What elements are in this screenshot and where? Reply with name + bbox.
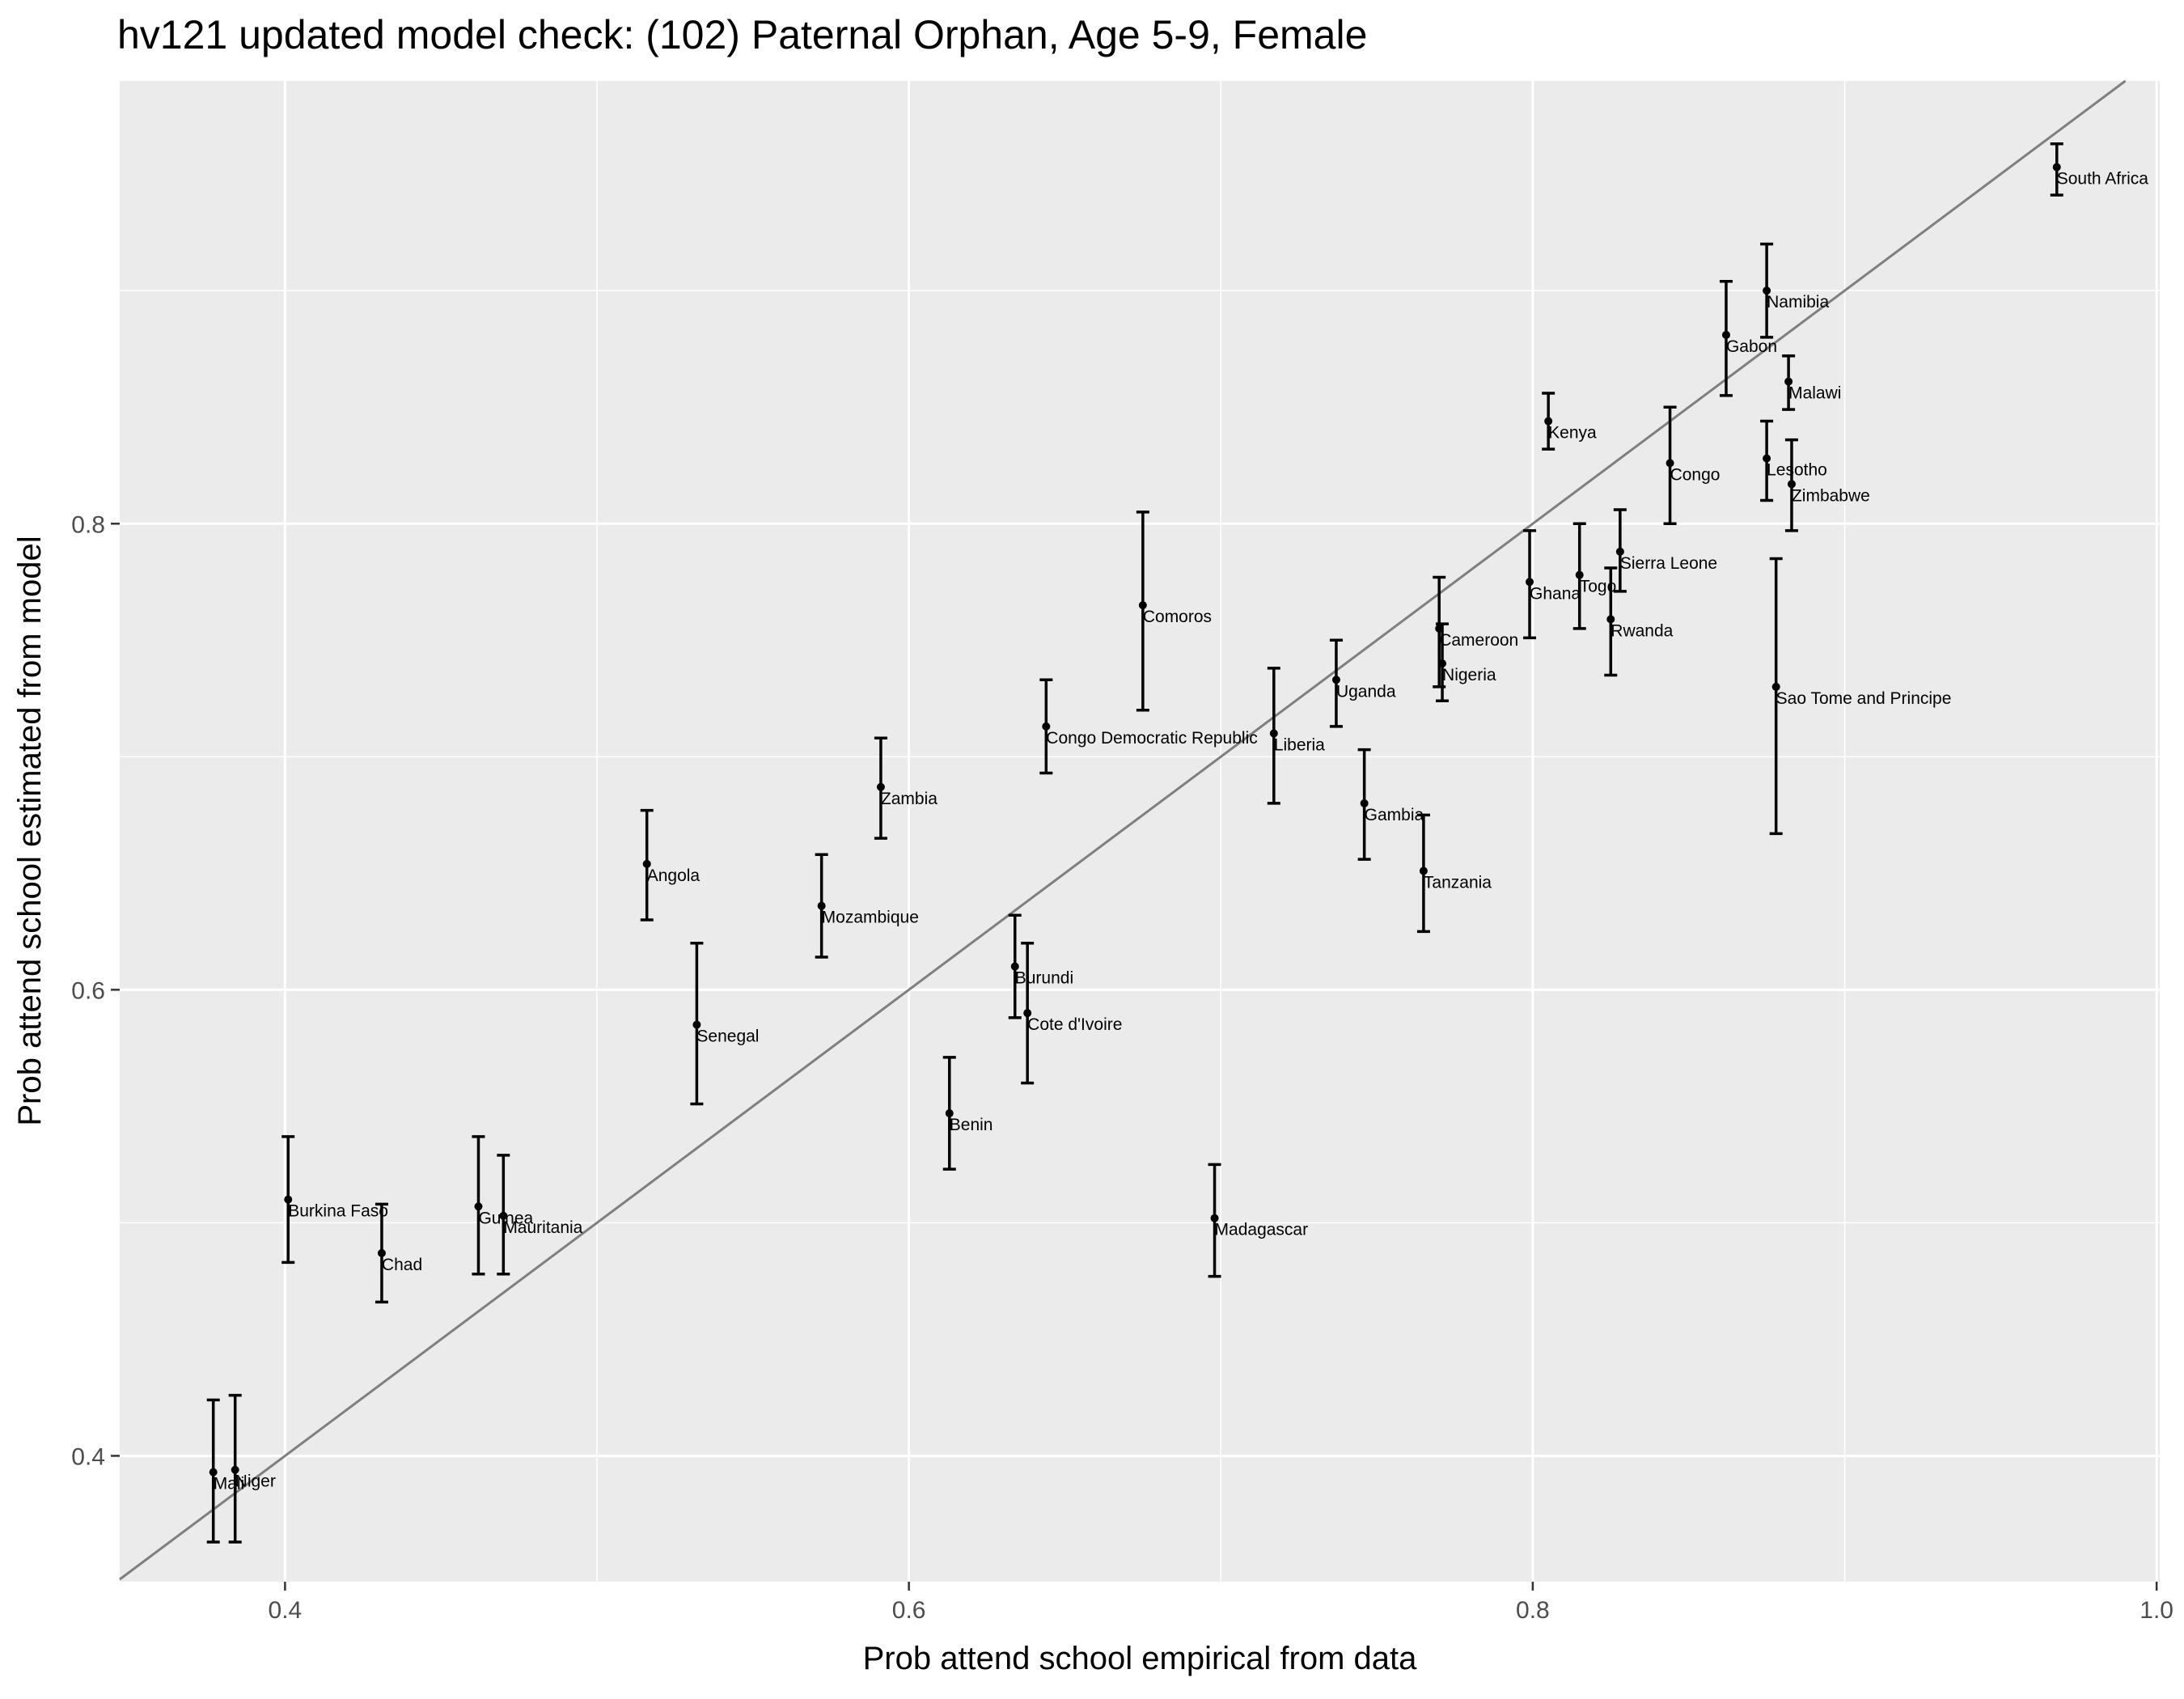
point-label: Senegal — [696, 1027, 759, 1046]
data-point — [1419, 866, 1428, 875]
data-point — [817, 901, 826, 910]
x-axis-ticks: 0.4 0.6 0.8 1.0 — [269, 1582, 2173, 1624]
plot-panel — [120, 81, 2160, 1582]
point-label: Comoros — [1143, 608, 1212, 626]
point-label: Zimbabwe — [1792, 486, 1870, 505]
data-point — [377, 1248, 386, 1257]
data-point — [1331, 676, 1340, 684]
data-point — [499, 1211, 508, 1220]
point-label: Tanzania — [1424, 873, 1492, 892]
data-point — [1615, 547, 1624, 556]
data-point — [1526, 578, 1534, 587]
data-point — [1763, 454, 1771, 463]
data-point — [474, 1202, 483, 1211]
point-label: Congo — [1670, 465, 1721, 484]
x-tick-label: 0.4 — [269, 1597, 303, 1624]
data-point — [876, 782, 885, 791]
data-point — [1763, 286, 1771, 295]
data-point — [1210, 1214, 1219, 1222]
data-point — [945, 1109, 954, 1118]
point-label: Liberia — [1274, 736, 1325, 755]
data-point — [284, 1195, 293, 1204]
error-bar — [1136, 511, 1149, 712]
reference-line-group — [119, 79, 2127, 1581]
data-point — [642, 859, 651, 868]
x-axis-title: Prob attend school empirical from data — [863, 1641, 1418, 1676]
data-point — [1784, 377, 1793, 386]
point-label: Burkina Faso — [288, 1202, 388, 1221]
chart-title: hv121 updated model check: (102) Paterna… — [117, 12, 1367, 57]
point-label: Namibia — [1767, 293, 1829, 311]
point-label: Malawi — [1788, 384, 1841, 403]
point-label: Cote d'Ivoire — [1027, 1015, 1122, 1034]
point-label: South Africa — [2057, 170, 2149, 189]
minor-gridlines — [120, 81, 2160, 1582]
x-tick-label: 1.0 — [2140, 1597, 2173, 1624]
point-label: Ghana — [1530, 584, 1581, 603]
data-point — [1042, 722, 1051, 731]
point-label: Lesotho — [1767, 461, 1827, 480]
x-tick-label: 0.8 — [1516, 1597, 1550, 1624]
reference-line — [119, 79, 2127, 1581]
x-tick-label: 0.6 — [892, 1597, 926, 1624]
data-point — [1435, 624, 1444, 633]
y-axis-title: Prob attend school estimated from model — [12, 536, 48, 1125]
data-point — [692, 1020, 701, 1029]
point-label: Gambia — [1365, 806, 1424, 824]
data-point — [1269, 729, 1278, 738]
y-tick-label: 0.6 — [71, 977, 105, 1004]
point-label: Mali — [214, 1475, 245, 1494]
point-label: Burundi — [1015, 969, 1073, 988]
data-point — [209, 1468, 218, 1477]
data-point — [1787, 480, 1796, 489]
point-label: Mozambique — [822, 909, 919, 927]
data-point — [1438, 659, 1447, 668]
data-point — [1138, 601, 1147, 610]
point-label: Zambia — [881, 790, 938, 808]
point-label: Cameroon — [1439, 631, 1518, 650]
point-label: Guinea — [478, 1209, 533, 1227]
point-label: Sao Tome and Principe — [1776, 689, 1952, 708]
data-point — [1771, 682, 1780, 691]
point-label: Sierra Leone — [1620, 554, 1717, 573]
data-point — [2052, 163, 2061, 172]
point-label: Mauritania — [503, 1218, 582, 1237]
point-label: Congo Democratic Republic — [1046, 729, 1257, 748]
point-label: Uganda — [1336, 682, 1396, 701]
data-point — [1023, 1009, 1032, 1018]
point-label: Madagascar — [1215, 1221, 1309, 1239]
point-label: Angola — [647, 866, 700, 885]
y-axis-ticks: 0.4 0.6 0.8 — [71, 511, 120, 1470]
point-label: Niger — [235, 1472, 276, 1491]
data-point — [1666, 459, 1674, 468]
data-point — [1010, 962, 1019, 971]
point-label: Gabon — [1726, 337, 1777, 356]
data-point — [1606, 615, 1615, 624]
data-point — [1544, 417, 1553, 426]
point-label: Chad — [382, 1256, 422, 1274]
data-point — [1575, 570, 1584, 579]
data-point — [1360, 799, 1369, 807]
data-point — [231, 1465, 239, 1474]
point-label: Nigeria — [1442, 666, 1496, 684]
major-gridlines — [120, 81, 2160, 1582]
error-bar — [1769, 557, 1783, 836]
data-points — [209, 163, 2061, 1477]
point-label: Rwanda — [1610, 621, 1673, 640]
point-label: Benin — [950, 1116, 993, 1134]
y-tick-label: 0.4 — [71, 1443, 105, 1470]
point-label: Togo — [1580, 578, 1617, 596]
y-tick-label: 0.8 — [71, 511, 105, 538]
point-label: Kenya — [1548, 424, 1597, 443]
data-point — [1721, 330, 1730, 339]
